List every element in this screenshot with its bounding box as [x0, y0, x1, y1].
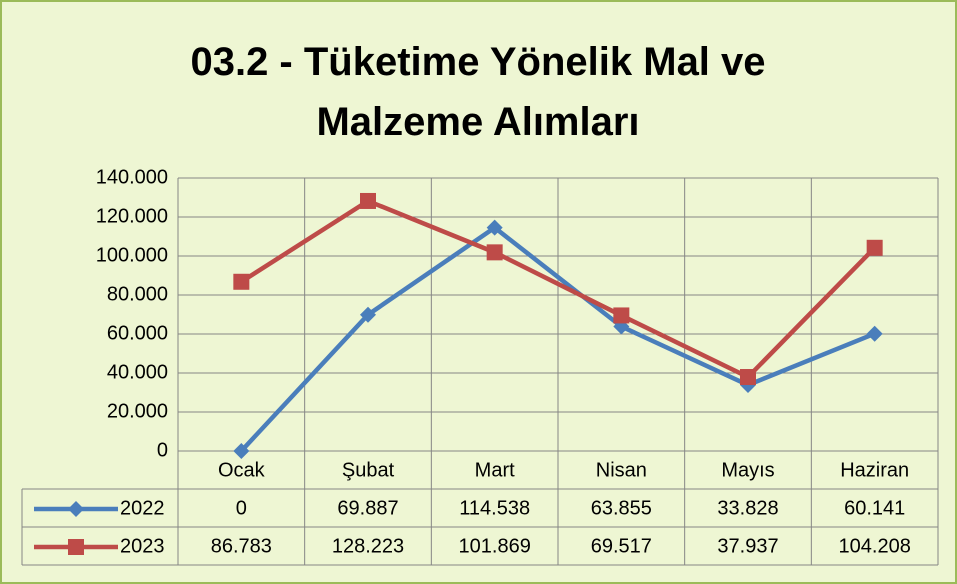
table-value: 0: [236, 497, 247, 519]
table-value: 104.208: [839, 535, 911, 557]
y-tick-label: 20.000: [107, 400, 168, 422]
x-tick-label: Nisan: [596, 459, 647, 481]
chart-title: 03.2 - Tüketime Yönelik Mal ve Malzeme A…: [190, 40, 766, 144]
table-value: 101.869: [459, 535, 531, 557]
data-point: [360, 192, 376, 209]
y-tick-label: 0: [157, 439, 168, 461]
y-tick-label: 120.000: [96, 205, 168, 227]
y-tick-label: 40.000: [107, 361, 168, 383]
table-value: 60.141: [844, 497, 905, 519]
data-point: [360, 306, 376, 323]
y-tick-label: 60.000: [107, 322, 168, 344]
table-value: 37.937: [717, 535, 778, 557]
x-tick-label: Mart: [475, 459, 515, 481]
table-value: 69.887: [337, 497, 398, 519]
table-value: 86.783: [211, 535, 272, 557]
table-value: 69.517: [591, 535, 652, 557]
x-tick-label: Ocak: [218, 459, 266, 481]
table-value: 33.828: [717, 497, 778, 519]
data-point: [740, 369, 756, 386]
data-point: [486, 219, 503, 236]
series-line: [240, 198, 877, 380]
data-point: [866, 239, 883, 256]
data-point: [233, 273, 250, 290]
data-point: [233, 443, 250, 459]
legend-marker: [68, 539, 84, 555]
x-tick-label: Şubat: [342, 459, 395, 481]
y-tick-label: 100.000: [96, 244, 168, 266]
y-tick-label: 140.000: [96, 166, 168, 188]
table-value: 114.538: [459, 497, 530, 519]
y-tick-label: 80.000: [107, 283, 168, 305]
data-point: [613, 307, 630, 324]
table-value: 128.223: [332, 535, 404, 557]
table-value: 63.855: [591, 497, 652, 519]
legend-label: 2023: [120, 535, 165, 557]
series-line: [239, 224, 876, 453]
x-tick-label: Mayıs: [721, 459, 774, 481]
data-point: [866, 325, 883, 342]
legend-label: 2022: [120, 497, 165, 519]
x-tick-label: Haziran: [840, 459, 909, 481]
data-point: [486, 244, 503, 261]
legend-marker: [68, 501, 84, 517]
